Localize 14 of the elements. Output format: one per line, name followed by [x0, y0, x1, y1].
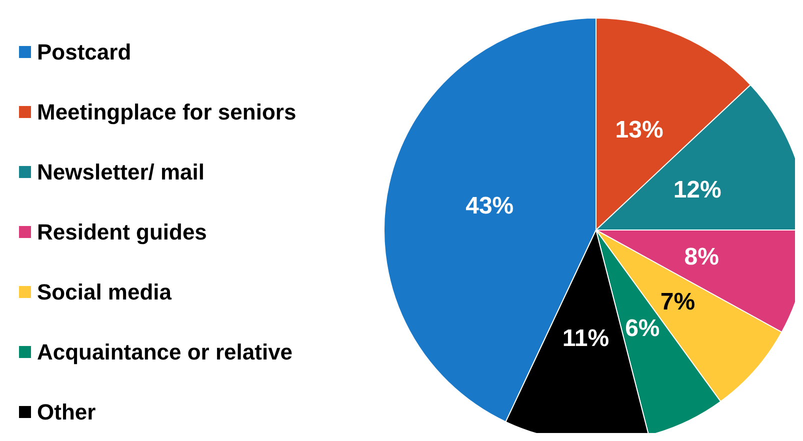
data-label: 43% [466, 192, 514, 220]
data-label: 11% [562, 325, 610, 352]
data-label: 6% [625, 315, 660, 342]
data-label: 7% [660, 288, 696, 316]
legend-label: Newsletter/ mail [37, 160, 205, 184]
data-label: 13% [615, 116, 664, 144]
data-label: 8% [684, 244, 719, 271]
legend-label: Acquaintance or relative [37, 340, 293, 364]
legend-label: Resident guides [37, 220, 207, 244]
legend-label: Meetingplace for seniors [37, 100, 296, 124]
legend-label: Other [37, 400, 96, 424]
legend-label: Postcard [37, 40, 132, 64]
data-label: 12% [673, 176, 722, 204]
legend-label: Social media [37, 280, 172, 304]
